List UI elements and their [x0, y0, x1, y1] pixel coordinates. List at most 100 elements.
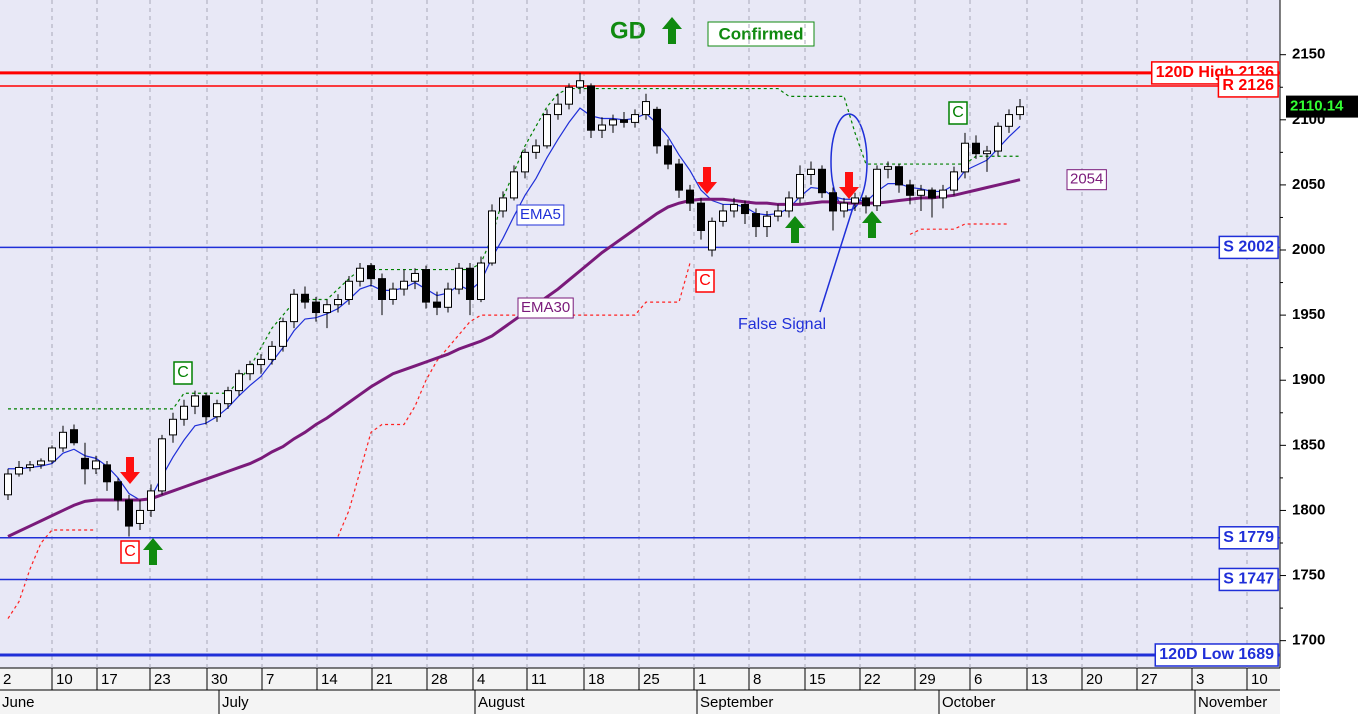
level-label: S 1779	[1218, 526, 1279, 550]
y-tick-label: 1950	[1292, 306, 1325, 323]
x-tick-label: 7	[266, 671, 274, 688]
candle-body	[631, 114, 639, 123]
candle-body	[983, 150, 991, 155]
level-label-text: R 2126	[1222, 77, 1274, 94]
x-tick-label: 4	[477, 671, 485, 688]
y-tick-label: 1700	[1292, 632, 1325, 649]
candle-body	[26, 464, 34, 468]
series-label-text: EMA5	[520, 206, 561, 223]
candle-body	[840, 202, 848, 212]
candle-body	[818, 168, 826, 194]
x-tick-label: 10	[56, 671, 73, 688]
status: Confirmed	[719, 24, 804, 43]
candle-body	[125, 499, 133, 527]
candle-body	[235, 373, 243, 392]
x-tick-label: 15	[809, 671, 826, 688]
y-tick-label: 1800	[1292, 501, 1325, 518]
candle-body	[851, 197, 859, 204]
candle-body	[444, 288, 452, 308]
candle-body	[576, 80, 584, 88]
candle-body	[587, 85, 595, 131]
month-label: July	[222, 694, 249, 711]
series-label-box	[517, 297, 574, 319]
buy-arrow	[662, 17, 682, 44]
candle-body	[664, 145, 672, 165]
candle-body	[895, 166, 903, 186]
candle-body	[158, 438, 166, 492]
title: GD	[610, 17, 646, 44]
candle-body	[103, 464, 111, 483]
signal-marker-box	[173, 361, 193, 385]
stop-line	[337, 262, 691, 537]
candle-body	[433, 301, 441, 308]
candle-body	[785, 197, 793, 212]
sell-arrow	[697, 167, 717, 194]
x-tick-label: 13	[1031, 671, 1048, 688]
candle-body	[620, 119, 628, 123]
candle-body	[213, 403, 221, 418]
x-tick-label: 10	[1251, 671, 1268, 688]
candle-body	[829, 192, 837, 212]
level-label-box	[1218, 567, 1279, 592]
ema-last-label-text: 2054	[1070, 171, 1103, 188]
candle-body	[279, 321, 287, 347]
candle-body	[301, 293, 309, 303]
candle-body	[1016, 106, 1024, 116]
status-box	[707, 21, 815, 47]
x-tick-label: 1	[698, 671, 706, 688]
candle-body	[81, 457, 89, 470]
candle-body	[411, 272, 419, 282]
last-price: 2110.14	[1290, 98, 1344, 115]
series-label-text: EMA30	[521, 299, 570, 316]
axis-background	[1280, 0, 1358, 714]
candle-body	[477, 262, 485, 300]
level-label-box	[1154, 643, 1279, 667]
candle-body	[741, 203, 749, 215]
month-label: November	[1198, 694, 1267, 711]
candle-body	[323, 304, 331, 314]
x-tick-label: 6	[974, 671, 982, 688]
signal-marker: C	[952, 104, 964, 121]
candle-body	[378, 278, 386, 300]
candle-body	[884, 166, 892, 170]
candle-body	[796, 173, 804, 199]
x-tick-label: 2	[3, 671, 11, 688]
candle-body	[686, 189, 694, 204]
series-label: EMA5	[516, 204, 565, 226]
candle-body	[169, 418, 177, 436]
series-label: EMA30	[517, 297, 574, 319]
plot-background	[0, 0, 1280, 668]
x-tick-label: 25	[643, 671, 660, 688]
y-tick-label: 1900	[1292, 371, 1325, 388]
candle-body	[499, 197, 507, 212]
y-tick-label: 2150	[1292, 46, 1325, 63]
buy-arrow	[862, 211, 882, 238]
x-tick-label: 21	[376, 671, 393, 688]
false-signal-pointer	[819, 197, 857, 313]
candle-body	[950, 171, 958, 191]
candle-body	[455, 267, 463, 290]
candle-body	[290, 293, 298, 323]
x-tick-label: 14	[321, 671, 338, 688]
x-tick-label: 3	[1196, 671, 1204, 688]
candle-body	[939, 189, 947, 199]
candle-body	[70, 429, 78, 444]
level-label-text: S 1747	[1223, 571, 1274, 588]
x-tick-label: 17	[101, 671, 118, 688]
candle-body	[268, 345, 276, 360]
candle-body	[202, 395, 210, 418]
candle-body	[246, 364, 254, 375]
candle-body	[972, 142, 980, 155]
candle-body	[356, 267, 364, 282]
ema-last-label: 2054	[1066, 169, 1107, 191]
annotation: False Signal	[738, 316, 826, 333]
x-tick-label: 29	[919, 671, 936, 688]
ema-last-label-box	[1066, 169, 1107, 191]
candle-body	[257, 358, 265, 366]
buy-arrow	[785, 216, 805, 243]
candle-body	[59, 431, 67, 449]
candle-body	[488, 210, 496, 264]
signal-marker: C	[699, 272, 711, 289]
series-label-box	[516, 204, 565, 226]
